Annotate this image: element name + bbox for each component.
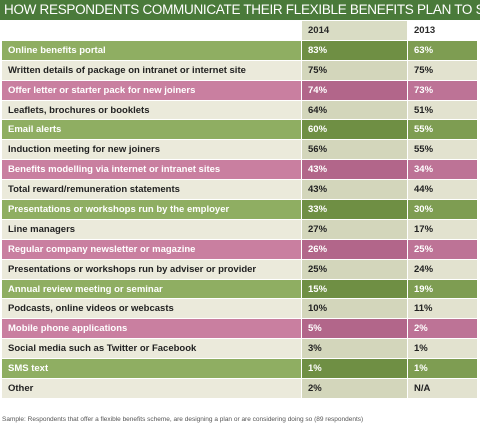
value-2013: 17%: [408, 219, 478, 240]
value-2014: 64%: [302, 100, 408, 121]
table-row: Annual review meeting or seminar 15% 19%: [2, 279, 478, 300]
header-row: 2014 2013: [2, 21, 478, 41]
row-label: Offer letter or starter pack for new joi…: [2, 80, 302, 101]
table-row: Presentations or workshops run by the em…: [2, 200, 478, 220]
sample-footnote: Sample: Respondents that offer a flexibl…: [2, 416, 364, 423]
table-row: SMS text 1% 1%: [2, 359, 478, 380]
value-2014: 83%: [302, 40, 408, 61]
table-row: Total reward/remuneration statements 43% 4…: [2, 180, 478, 201]
row-label: Presentations or workshops run by advise…: [2, 259, 302, 280]
row-label: SMS text: [2, 359, 302, 380]
value-2013: 19%: [408, 279, 478, 300]
table-row: Offer letter or starter pack for new joi…: [2, 80, 478, 101]
value-2013: 25%: [408, 239, 478, 260]
value-2013: 34%: [408, 160, 478, 181]
value-2014: 43%: [302, 160, 408, 181]
row-label: Benefits modelling via internet or intra…: [2, 160, 302, 181]
header-2014: 2014: [302, 21, 408, 41]
value-2013: 44%: [408, 180, 478, 201]
row-label: Other: [2, 379, 302, 399]
value-2013: 73%: [408, 80, 478, 101]
row-label: Mobile phone applications: [2, 319, 302, 340]
row-label: Total reward/remuneration statements: [2, 180, 302, 201]
table-row: Induction meeting for new joiners 56% 55%: [2, 140, 478, 161]
value-2013: 24%: [408, 259, 478, 280]
value-2014: 56%: [302, 140, 408, 161]
row-label: Online benefits portal: [2, 40, 302, 61]
value-2013: 55%: [408, 120, 478, 141]
table-row: Line managers 27% 17%: [2, 219, 478, 240]
value-2013: N/A: [408, 379, 478, 399]
value-2014: 2%: [302, 379, 408, 399]
table-row: Online benefits portal 83% 63%: [2, 40, 478, 61]
value-2013: 75%: [408, 60, 478, 81]
value-2014: 10%: [302, 299, 408, 320]
value-2014: 25%: [302, 259, 408, 280]
value-2014: 33%: [302, 200, 408, 220]
header-label-cell: [2, 21, 302, 41]
row-label: Social media such as Twitter or Facebook: [2, 339, 302, 360]
row-label: Podcasts, online videos or webcasts: [2, 299, 302, 320]
table-body: Online benefits portal 83% 63% Written deta…: [2, 40, 478, 399]
row-label: Annual review meeting or seminar: [2, 279, 302, 300]
row-label: Presentations or workshops run by the em…: [2, 200, 302, 220]
table-row: Leaflets, brochures or booklets 64% 51%: [2, 100, 478, 121]
value-2014: 26%: [302, 239, 408, 260]
value-2014: 43%: [302, 180, 408, 201]
value-2014: 75%: [302, 60, 408, 81]
table-row: Social media such as Twitter or Facebook…: [2, 339, 478, 360]
header-2013: 2013: [408, 21, 478, 41]
benefits-communication-table: 2014 2013 Online benefits portal 83% 63% Wr…: [2, 21, 478, 399]
value-2014: 3%: [302, 339, 408, 360]
row-label: Induction meeting for new joiners: [2, 140, 302, 161]
table-row: Other 2% N/A: [2, 379, 478, 399]
table-row: Presentations or workshops run by advise…: [2, 259, 478, 280]
row-label: Leaflets, brochures or booklets: [2, 100, 302, 121]
value-2013: 63%: [408, 40, 478, 61]
value-2014: 74%: [302, 80, 408, 101]
value-2013: 1%: [408, 339, 478, 360]
table-row: Email alerts 60% 55%: [2, 120, 478, 141]
value-2013: 1%: [408, 359, 478, 380]
value-2013: 30%: [408, 200, 478, 220]
value-2014: 27%: [302, 219, 408, 240]
value-2013: 11%: [408, 299, 478, 320]
value-2014: 1%: [302, 359, 408, 380]
row-label: Email alerts: [2, 120, 302, 141]
value-2014: 15%: [302, 279, 408, 300]
row-label: Line managers: [2, 219, 302, 240]
table-title: HOW RESPONDENTS COMMUNICATE THEIR FLEXIB…: [0, 0, 480, 20]
table-row: Regular company newsletter or magazine 26…: [2, 239, 478, 260]
table-row: Mobile phone applications 5% 2%: [2, 319, 478, 340]
value-2013: 51%: [408, 100, 478, 121]
value-2013: 55%: [408, 140, 478, 161]
value-2013: 2%: [408, 319, 478, 340]
row-label: Written details of package on intranet o…: [2, 60, 302, 81]
value-2014: 60%: [302, 120, 408, 141]
table-row: Benefits modelling via internet or intra…: [2, 160, 478, 181]
value-2014: 5%: [302, 319, 408, 340]
table-row: Podcasts, online videos or webcasts 10% 11…: [2, 299, 478, 320]
row-label: Regular company newsletter or magazine: [2, 239, 302, 260]
table-row: Written details of package on intranet o…: [2, 60, 478, 81]
